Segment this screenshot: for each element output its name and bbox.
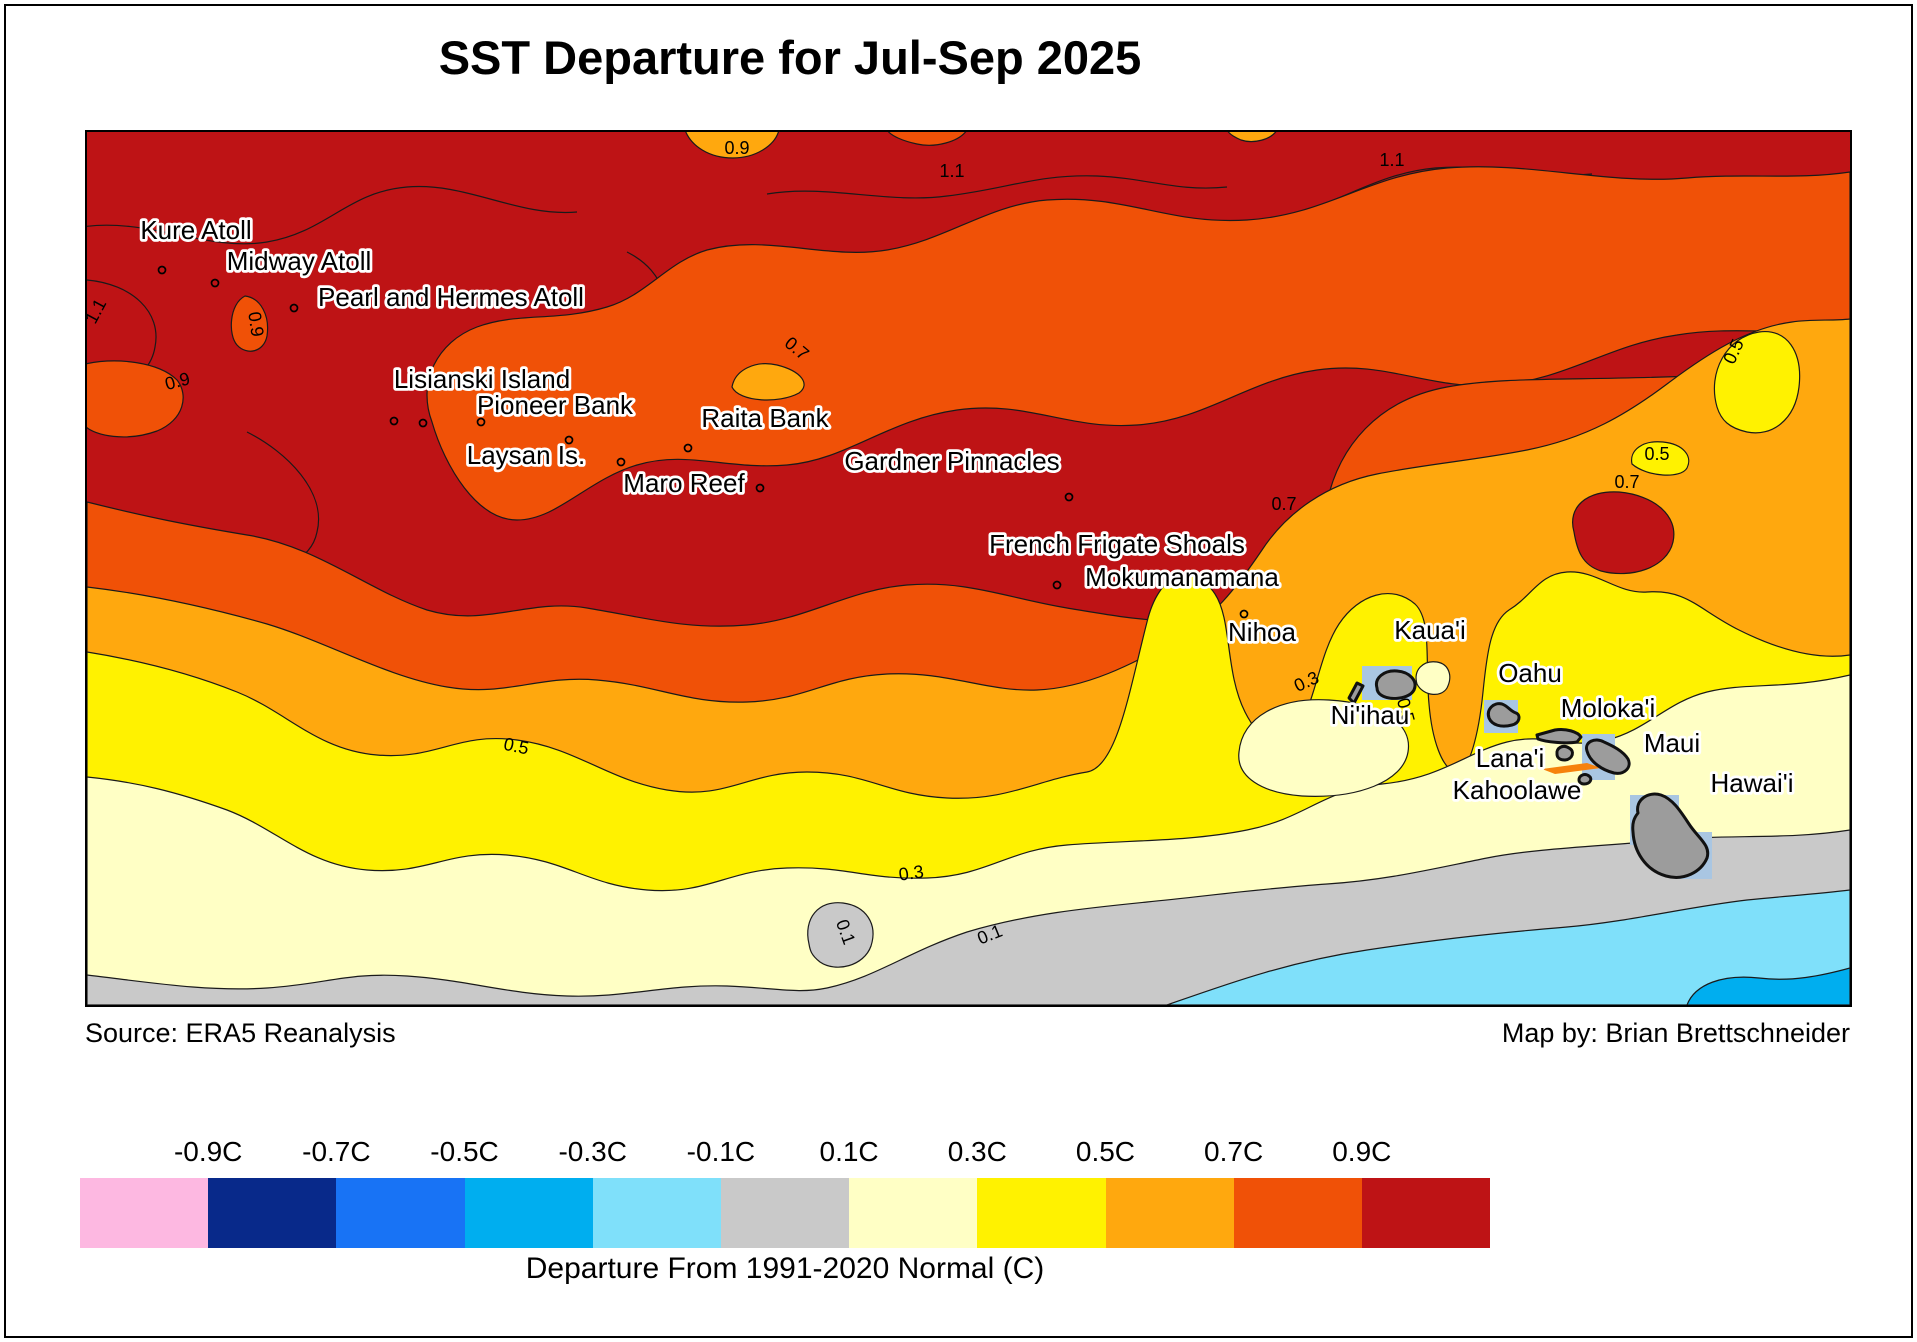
maro-reef-dot: [755, 483, 765, 493]
place-label-mokumanamana: Mokumanamana: [1085, 562, 1279, 592]
patch-yellow-right-2: [1631, 441, 1690, 476]
sst-map: 1.1 0.90.90.91.11.10.70.70.50.30.1 0.10.30…: [87, 132, 1850, 1005]
place-label-lana-i: Lana'i: [1476, 743, 1545, 773]
colorbar-segment-9: [1233, 1178, 1362, 1248]
colorbar-segment-2: [336, 1178, 465, 1248]
band-cyan-corner: [1686, 967, 1850, 1005]
map-labels-layer: 1.1 0.90.90.91.11.10.70.70.50.30.1 0.10.30…: [87, 138, 1796, 948]
band-lightcyan: [1166, 889, 1850, 1005]
colorbar-tick-0.9C: 0.9C: [1332, 1136, 1392, 1167]
mokumanamana-dot: [1239, 609, 1249, 619]
island-kauai: [1374, 669, 1417, 700]
colorbar-segment-1: [208, 1178, 337, 1248]
place-label-oahu: Oahu: [1498, 658, 1562, 688]
island-hawaii: [1631, 792, 1710, 879]
pioneer-bank-dot: [476, 417, 486, 427]
patch-darkred-right: [1572, 491, 1675, 575]
place-label-lisianski-island: Lisianski Island: [394, 364, 570, 394]
kure-atoll-dot: [157, 265, 167, 275]
colorbar-tick--0.5C: -0.5C: [430, 1136, 499, 1167]
colorbar-segment-4: [592, 1178, 721, 1248]
pioneer-bank-dot-2: [564, 435, 574, 445]
contour-value-label: 0.7: [1614, 472, 1639, 492]
colorbar-segment-6: [849, 1178, 978, 1248]
pearl-hermes-dot: [289, 303, 299, 313]
colorbar-tick-0.5C: 0.5C: [1075, 1136, 1136, 1167]
colorbar-segment-5: [720, 1178, 850, 1248]
credit-note: Map by: Brian Brettschneider: [1501, 1018, 1850, 1048]
patch-cream-niihau: [1238, 699, 1410, 797]
colorbar-tick--0.9C: -0.9C: [173, 1136, 243, 1167]
colorbar-segment-8: [1105, 1178, 1234, 1248]
colorbar-segment-3: [464, 1178, 593, 1248]
band-redorange-upper: [426, 166, 1850, 521]
island-niihau: [1347, 681, 1365, 705]
patch-gray-island: [807, 902, 874, 968]
contour-line-1-1: [87, 185, 578, 245]
patch-orange-inner: [731, 363, 805, 401]
colorbar-tick-0.7C: 0.7C: [1204, 1136, 1264, 1167]
place-label-midway-atoll: Midway Atoll: [227, 246, 372, 276]
contour-line-1-1: [766, 175, 1228, 199]
place-label-hawai-i: Hawai'i: [1711, 768, 1794, 798]
colorbar-tick--0.1C: -0.1C: [686, 1136, 756, 1167]
contour-value-label: 0.9: [244, 310, 267, 338]
place-label-french-frigate-shoals: French Frigate Shoals: [989, 529, 1245, 559]
contour-value-label: 1.1: [1379, 150, 1404, 170]
island-kahoolawe: [1577, 773, 1593, 786]
contour-value-label: 0.9: [724, 138, 749, 158]
place-label-kahoolawe: Kahoolawe: [1453, 775, 1582, 805]
place-label-laysan-is: Laysan Is.: [467, 440, 586, 470]
place-label-nihoa: Nihoa: [1228, 617, 1296, 647]
sst-map-container: 1.1 0.9 0.9 0.9 1.1 1.1 0.7 0.7 0.5 0.3 0.1 0.1 0.3 0…: [85, 130, 1852, 1007]
contour-value-label: 0.7: [1271, 494, 1296, 514]
raita-bank-dot: [683, 443, 693, 453]
place-label-maui: Maui: [1644, 728, 1700, 758]
patch-cream-kauai: [1415, 661, 1451, 695]
warm-streak-lanai: [1542, 763, 1601, 774]
place-label-pearl-and-hermes-atoll: Pearl and Hermes Atoll: [318, 282, 584, 312]
patch-yellow-right: [1713, 331, 1801, 434]
notch-orange: [685, 132, 779, 159]
colorbar-tick-0.1C: 0.1C: [819, 1136, 879, 1167]
contour-value-label: 0.5: [1644, 444, 1669, 464]
place-label-gardner-pinnacles: Gardner Pinnacles: [844, 446, 1059, 476]
island-oahu: [1486, 702, 1521, 728]
patch-redorange-left: [87, 360, 184, 438]
source-note: Source: ERA5 Reanalysis: [85, 1018, 396, 1048]
laysan-dot: [616, 457, 626, 467]
french-frigate-dot: [1052, 580, 1062, 590]
colorbar-tick-labels: -0.9C -0.7C -0.5C -0.3C -0.1C 0.1C 0.3C 0.5C 0.7…: [80, 1136, 1490, 1172]
place-label-raita-bank: Raita Bank: [701, 403, 829, 433]
place-label-maro-reef: Maro Reef: [623, 468, 745, 498]
lisianski-dot-2: [418, 418, 428, 428]
island-maui: [1585, 738, 1631, 775]
colorbar: [80, 1178, 1491, 1248]
place-label-pioneer-bank: Pioneer Bank: [477, 390, 634, 420]
patch-redorange-midway: [230, 295, 269, 352]
contour-value-label: 1.1: [939, 161, 964, 181]
island-lanai: [1555, 744, 1574, 762]
contour-value-label: 0.3: [897, 861, 925, 884]
page-title: SST Departure for Jul-Sep 2025: [438, 31, 1142, 84]
colorbar-tick--0.7C: -0.7C: [302, 1136, 371, 1167]
colorbar-segment-7: [977, 1178, 1106, 1248]
place-label-ni-ihau: Ni'ihau: [1331, 700, 1410, 730]
notch-redorange: [887, 132, 967, 146]
place-label-kaua-i: Kaua'i: [1394, 615, 1465, 645]
place-label-moloka-i: Moloka'i: [1561, 693, 1656, 723]
colorbar-segment-0: [80, 1178, 209, 1248]
place-label-kure-atoll: Kure Atoll: [140, 215, 251, 245]
colorbar-caption: Departure From 1991-2020 Normal (C): [525, 1252, 1045, 1285]
island-molokai: [1535, 728, 1583, 745]
colorbar-tick-0.3C: 0.3C: [947, 1136, 1007, 1167]
colorbar-tick--0.3C: -0.3C: [558, 1136, 627, 1167]
gardner-pinnacles-dot: [1064, 492, 1074, 502]
notch-orange-2: [1227, 132, 1277, 143]
lisianski-dot: [389, 416, 399, 426]
colorbar-segment-10: [1361, 1178, 1491, 1248]
midway-atoll-dot: [210, 278, 220, 288]
